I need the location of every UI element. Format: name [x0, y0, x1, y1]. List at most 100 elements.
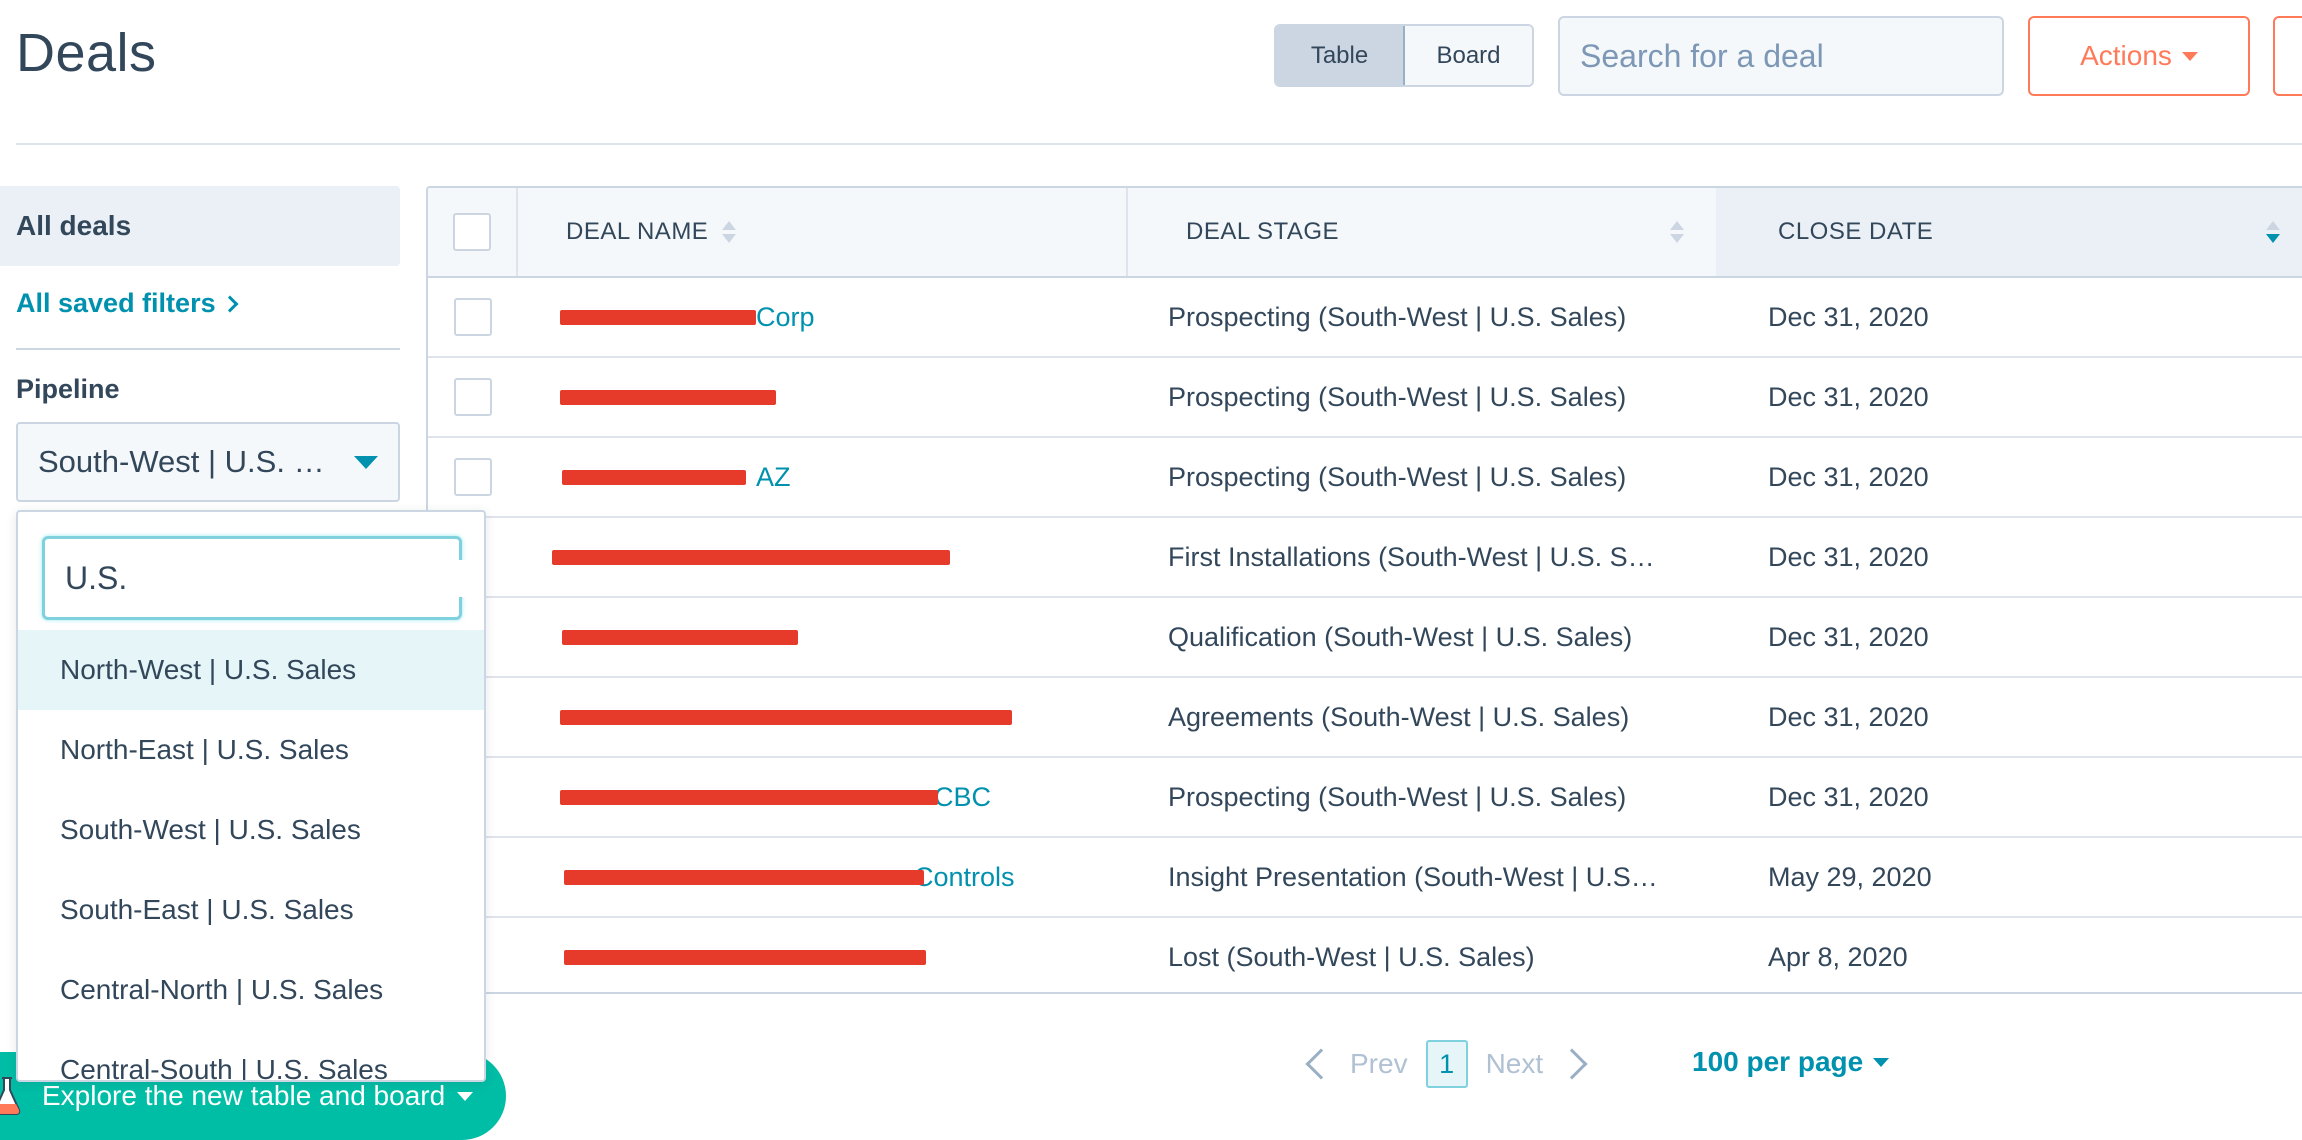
caret-down-icon	[457, 1091, 474, 1101]
caret-down-icon	[2181, 51, 2198, 61]
redaction-mark	[560, 710, 1012, 725]
flask-icon	[0, 1077, 21, 1115]
deal-stage: First Installations (South-West | U.S. S…	[1168, 541, 1655, 572]
pipeline-option[interactable]: Central-North | U.S. Sales	[60, 974, 384, 1005]
deal-stage: Prospecting (South-West | U.S. Sales)	[1168, 301, 1627, 332]
create-deal-button[interactable]	[2273, 16, 2302, 96]
redaction-mark	[564, 950, 926, 965]
pipeline-select[interactable]: South-West | U.S. …	[16, 422, 400, 502]
deal-stage: Prospecting (South-West | U.S. Sales)	[1168, 461, 1627, 492]
board-view-button[interactable]: Board	[1405, 26, 1532, 85]
select-all-cell	[428, 188, 518, 276]
saved-filters-label: All saved filters	[16, 288, 216, 318]
redaction-mark	[562, 630, 798, 645]
per-page-label: 100 per page	[1692, 1046, 1864, 1077]
close-date: Dec 31, 2020	[1768, 781, 1929, 812]
table-row[interactable]: Controls Insight Presentation (South-Wes…	[428, 838, 2302, 918]
page-title: Deals	[16, 23, 157, 83]
header-divider	[16, 143, 2302, 145]
pipeline-option[interactable]: South-West | U.S. Sales	[60, 814, 361, 845]
table-header: DEAL NAME DEAL STAGE CLOSE DATE	[428, 188, 2302, 278]
chevron-down-icon	[354, 455, 378, 469]
table-row[interactable]: Qualification (South-West | U.S. Sales) …	[428, 598, 2302, 678]
table-row[interactable]: Lost (South-West | U.S. Sales) Apr 8, 20…	[428, 918, 2302, 992]
sort-descending-icon	[2266, 221, 2280, 243]
row-checkbox-cell	[428, 278, 518, 356]
close-date: Dec 31, 2020	[1768, 621, 1929, 652]
saved-filters-link[interactable]: All saved filters	[16, 288, 239, 319]
close-date: Dec 31, 2020	[1768, 381, 1929, 412]
column-label: DEAL NAME	[566, 218, 709, 245]
pipeline-search-input[interactable]	[65, 559, 484, 597]
redaction-mark	[564, 870, 924, 885]
redaction-mark	[562, 470, 746, 485]
pipeline-dropdown: North-West | U.S. Sales North-East | U.S…	[16, 510, 486, 1082]
select-all-checkbox[interactable]	[453, 213, 491, 251]
deal-search-input[interactable]	[1580, 37, 2000, 75]
deal-name-text: Controls	[914, 861, 1015, 892]
redaction-mark	[560, 790, 938, 805]
table-row[interactable]: First Installations (South-West | U.S. S…	[428, 518, 2302, 598]
column-deal-name[interactable]: DEAL NAME	[518, 188, 1128, 276]
chevron-right-icon[interactable]	[1556, 1048, 1588, 1080]
redaction-mark	[560, 390, 776, 405]
table-view-button[interactable]: Table	[1276, 26, 1405, 85]
chevron-right-icon	[221, 295, 239, 312]
table-row[interactable]: Prospecting (South-West | U.S. Sales) De…	[428, 358, 2302, 438]
close-date: Dec 31, 2020	[1768, 301, 1929, 332]
pipeline-option[interactable]: North-West | U.S. Sales	[18, 630, 484, 710]
pipeline-value: South-West | U.S. …	[38, 444, 325, 479]
next-button[interactable]: Next	[1485, 1048, 1544, 1079]
deal-stage: Prospecting (South-West | U.S. Sales)	[1168, 381, 1627, 412]
deal-stage: Lost (South-West | U.S. Sales)	[1168, 941, 1535, 972]
column-close-date[interactable]: CLOSE DATE	[1716, 188, 2302, 276]
pipeline-option[interactable]: South-East | U.S. Sales	[60, 894, 354, 925]
close-date: Dec 31, 2020	[1768, 541, 1929, 572]
pagination: Prev 1 Next	[1300, 1040, 1593, 1088]
row-checkbox[interactable]	[454, 378, 492, 416]
pipeline-label: Pipeline	[16, 374, 120, 404]
column-deal-stage[interactable]: DEAL STAGE	[1128, 188, 1736, 276]
redaction-mark	[552, 550, 950, 565]
deal-stage: Agreements (South-West | U.S. Sales)	[1168, 701, 1630, 732]
deal-stage: Prospecting (South-West | U.S. Sales)	[1168, 781, 1627, 812]
redaction-mark	[560, 310, 756, 325]
close-date: May 29, 2020	[1768, 861, 1932, 892]
row-checkbox[interactable]	[454, 458, 492, 496]
row-checkbox-cell	[428, 358, 518, 436]
deal-name-link[interactable]: Corp	[564, 278, 1104, 356]
chevron-left-icon[interactable]	[1305, 1048, 1337, 1080]
view-toggle: Table Board	[1274, 24, 1534, 87]
all-deals-filter[interactable]: All deals	[0, 186, 400, 266]
column-label: CLOSE DATE	[1778, 218, 1934, 245]
deal-name-link[interactable]: Controls	[564, 838, 1104, 916]
pipeline-search	[42, 536, 484, 620]
pipeline-option[interactable]: North-East | U.S. Sales	[60, 734, 349, 765]
row-checkbox[interactable]	[454, 298, 492, 336]
sort-icon	[722, 221, 737, 243]
deal-search	[1558, 16, 2004, 96]
per-page-select[interactable]: 100 per page	[1692, 1046, 1890, 1078]
table-row[interactable]: CBC Prospecting (South-West | U.S. Sales…	[428, 758, 2302, 838]
table-row[interactable]: AZ Prospecting (South-West | U.S. Sales)…	[428, 438, 2302, 518]
deal-stage: Qualification (South-West | U.S. Sales)	[1168, 621, 1633, 652]
deal-name-text: CBC	[934, 781, 992, 812]
explore-label: Explore the new table and board	[42, 1080, 446, 1111]
deal-name-link[interactable]: AZ	[564, 438, 1104, 516]
table-row[interactable]: Corp Prospecting (South-West | U.S. Sale…	[428, 278, 2302, 358]
deal-name-text: AZ	[756, 461, 791, 492]
current-page[interactable]: 1	[1425, 1040, 1468, 1088]
close-date: Dec 31, 2020	[1768, 461, 1929, 492]
deal-name-link[interactable]: CBC	[564, 758, 1104, 836]
deal-name-text: Corp	[756, 301, 815, 332]
actions-label: Actions	[2080, 40, 2172, 71]
actions-button[interactable]: Actions	[2028, 16, 2250, 96]
pipeline-option[interactable]: Central-South | U.S. Sales	[60, 1054, 388, 1082]
row-checkbox-cell	[428, 438, 518, 516]
deal-stage: Insight Presentation (South-West | U.S…	[1168, 861, 1658, 892]
deals-table: DEAL NAME DEAL STAGE CLOSE DATE Corp Pro…	[426, 186, 2302, 994]
prev-button[interactable]: Prev	[1350, 1048, 1408, 1079]
sort-icon	[1670, 221, 1684, 243]
column-label: DEAL STAGE	[1186, 218, 1340, 245]
table-row[interactable]: Agreements (South-West | U.S. Sales) Dec…	[428, 678, 2302, 758]
